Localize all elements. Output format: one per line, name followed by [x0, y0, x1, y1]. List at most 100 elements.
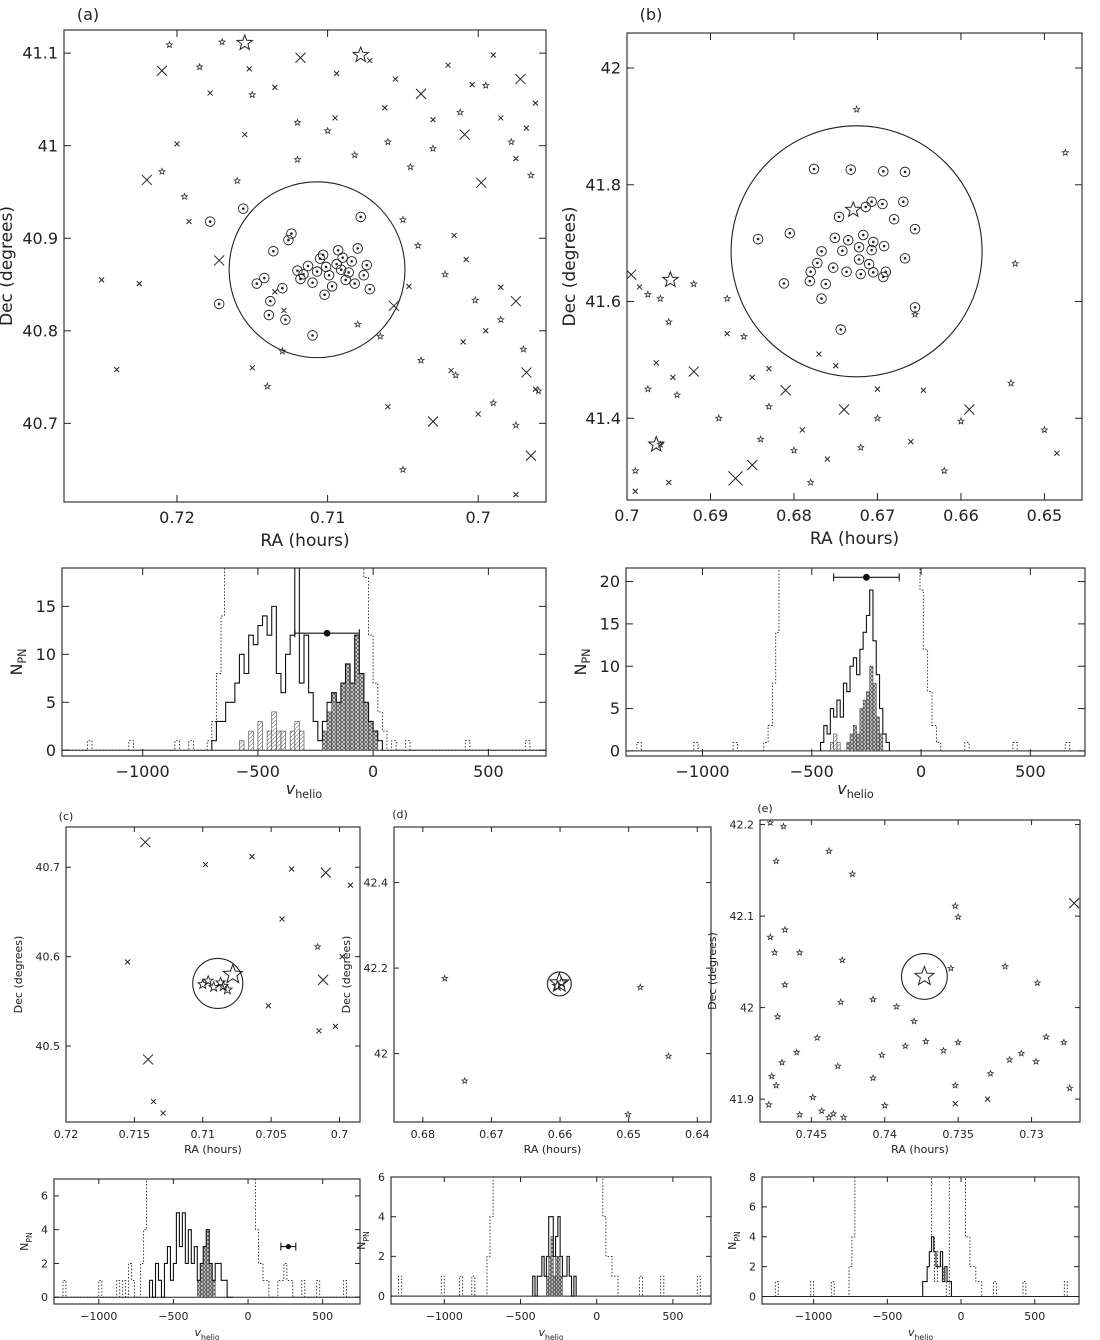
- field-star-marker: [278, 346, 287, 355]
- y-axis-label-main: N: [7, 664, 26, 676]
- field-cross-marker: [824, 456, 831, 462]
- member-circle-marker: [866, 244, 877, 256]
- field-star-marker: [350, 150, 359, 159]
- light-hatched-bar: [830, 742, 834, 752]
- y-tick-label: 6: [378, 1171, 385, 1184]
- field-star-marker: [764, 402, 774, 411]
- y-tick-label: 10: [600, 657, 620, 676]
- member-dot-marker: [837, 215, 841, 219]
- field-cross-marker: [113, 366, 120, 373]
- field-cross-marker: [451, 232, 457, 239]
- field-star-marker: [808, 1093, 817, 1101]
- member-dot-marker: [306, 264, 310, 268]
- field-cross-marker: [460, 339, 467, 345]
- cluster-star-marker: [555, 976, 568, 988]
- cross-hatched-bar: [550, 1236, 554, 1297]
- c-map-points: [124, 836, 354, 1116]
- cross-hatched-bar: [846, 742, 851, 752]
- x-tick-label: −1000: [116, 762, 170, 781]
- field-star-marker: [792, 1048, 801, 1056]
- field-cross-marker: [497, 115, 504, 121]
- member-circle-marker: [845, 164, 856, 175]
- x-axis-label: vhelio: [286, 779, 323, 801]
- field-cross-marker: [746, 459, 758, 471]
- field-cross-marker: [832, 362, 839, 369]
- field-cross-marker: [475, 411, 482, 417]
- field-star-marker: [739, 332, 748, 341]
- x-axis-label-sub: helio: [295, 788, 322, 801]
- mean-velocity-point: [285, 1243, 291, 1250]
- field-star-marker: [825, 1113, 833, 1121]
- cross-hatched-bar: [546, 1275, 550, 1297]
- member-dot-marker: [820, 297, 823, 300]
- plot-frame: [759, 819, 1081, 1123]
- y-axis-label-sub: PN: [16, 648, 29, 663]
- x-tick-label: −500: [505, 1310, 535, 1323]
- member-circle-marker: [307, 277, 318, 288]
- x-axis-label-sub: helio: [914, 1333, 933, 1340]
- field-star-marker: [481, 81, 490, 90]
- member-dot-marker: [833, 236, 837, 240]
- field-star-marker: [1033, 978, 1042, 987]
- member-circle-marker: [829, 232, 841, 244]
- member-circle-marker: [812, 257, 823, 269]
- field-star-marker: [643, 290, 652, 299]
- field-cross-marker: [316, 1027, 322, 1034]
- member-circle-marker: [307, 330, 318, 341]
- cross-hatched-bar: [559, 1275, 563, 1297]
- member-dot-marker: [913, 227, 917, 231]
- cross-hatched-bar: [363, 701, 369, 751]
- y-tick-label: 5: [46, 693, 56, 712]
- member-dot-marker: [347, 271, 350, 274]
- field-cross-marker: [98, 277, 105, 283]
- member-circle-marker: [909, 223, 921, 235]
- member-circle-marker: [804, 275, 816, 287]
- member-circle-marker: [863, 258, 875, 270]
- member-circle-marker: [880, 266, 892, 278]
- field-star-marker: [806, 478, 815, 487]
- y-axis-label-sub: PN: [580, 648, 593, 663]
- field-cross-marker: [636, 284, 643, 290]
- member-dot-marker: [269, 299, 272, 303]
- c-hist-bars: [54, 1179, 360, 1298]
- member-circle-marker: [827, 262, 839, 273]
- cross-hatched-bar: [359, 673, 365, 751]
- field-cross-marker: [920, 387, 927, 394]
- member-dot-marker: [335, 262, 338, 266]
- a-map-points: [98, 33, 543, 498]
- member-dot-marker: [870, 248, 873, 252]
- member-circle-marker: [878, 240, 890, 252]
- x-tick-label: 0.69: [693, 506, 729, 525]
- y-axis-label-main: N: [18, 1243, 31, 1251]
- member-circle-marker: [263, 309, 275, 321]
- field-cross-marker: [279, 916, 285, 922]
- member-circle-marker: [204, 216, 216, 227]
- x-tick-label: 500: [662, 1310, 683, 1323]
- x-tick-label: 0.74: [873, 1128, 898, 1141]
- cluster-star-marker: [207, 980, 220, 993]
- cross-hatched-bar: [548, 1256, 552, 1297]
- member-dot-marker: [302, 273, 305, 276]
- field-star-marker: [956, 416, 966, 425]
- satellite-region-circle: [900, 953, 948, 1000]
- member-dot-marker: [365, 263, 369, 267]
- field-cross-marker: [241, 131, 248, 138]
- x-tick-label: 0.68: [776, 506, 812, 525]
- member-dot-marker: [892, 217, 896, 221]
- field-cross-marker: [497, 284, 504, 291]
- x-axis-label: RA (hours): [891, 1143, 949, 1156]
- cluster-star-marker: [196, 978, 209, 990]
- y-tick-label: 40.5: [36, 1040, 61, 1053]
- field-cross-marker: [532, 100, 539, 106]
- field-star-marker: [1059, 1038, 1068, 1046]
- member-circle-marker: [268, 245, 279, 257]
- field-cross-marker: [475, 177, 487, 189]
- y-tick-label: 41.4: [585, 409, 621, 428]
- member-circle-marker: [349, 278, 360, 289]
- field-star-marker: [195, 62, 204, 71]
- field-star-marker: [1017, 1049, 1026, 1057]
- x-axis-label-sub: helio: [201, 1333, 220, 1340]
- field-star-marker: [940, 466, 949, 475]
- b-hist-bars: [626, 568, 1085, 752]
- field-star-marker: [398, 465, 408, 474]
